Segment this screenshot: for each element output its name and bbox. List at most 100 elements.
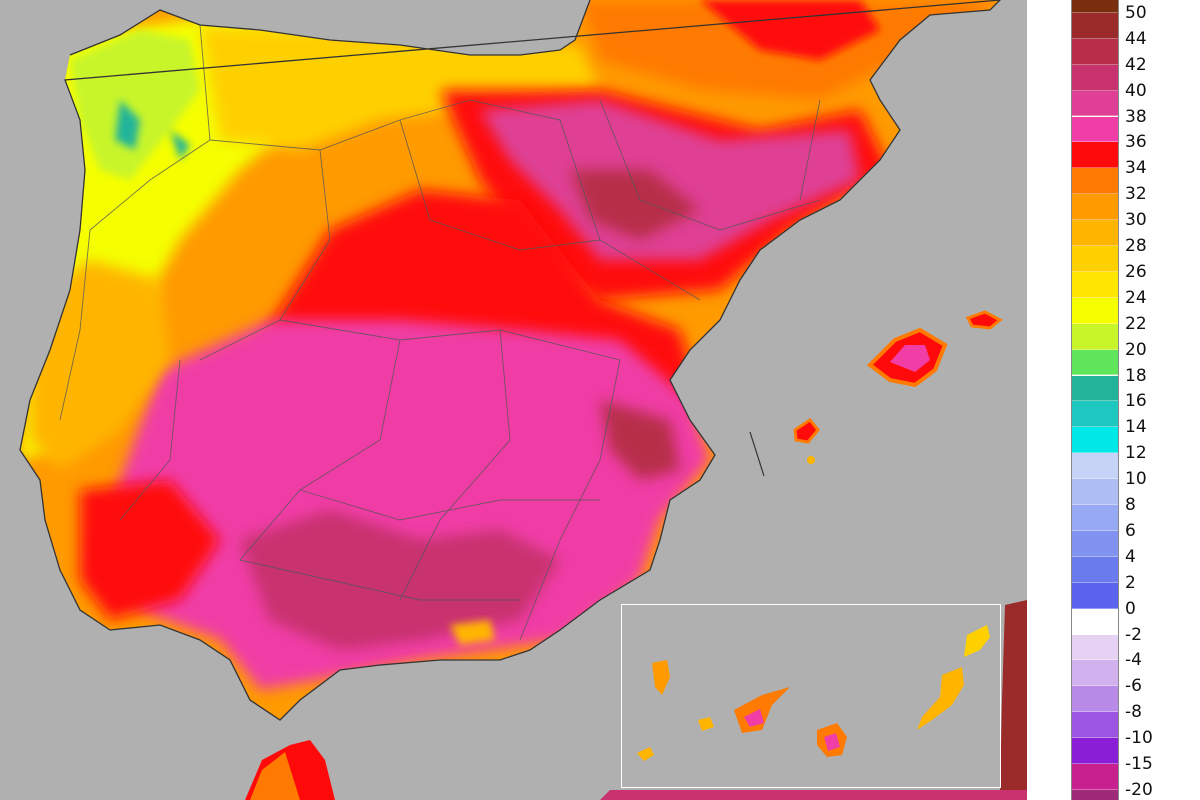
legend-swatch: [1071, 712, 1119, 739]
legend-swatch: [1071, 246, 1119, 272]
legend-swatch: [1071, 116, 1119, 143]
legend-swatch: [1071, 582, 1119, 609]
legend-swatch: [1071, 401, 1119, 428]
legend-label: 4: [1125, 546, 1136, 567]
legend-swatch: [1071, 427, 1119, 454]
legend-swatch: [1071, 90, 1119, 117]
legend-label: 10: [1125, 469, 1147, 490]
legend-swatch: [1071, 375, 1119, 402]
legend-swatch: [1071, 556, 1119, 583]
el-hierro-island: [637, 747, 654, 761]
iberian-peninsula: [19, 0, 1001, 721]
legend-border: [1071, 0, 1119, 800]
canary-islands-svg: [637, 625, 990, 761]
legend-swatch: [1071, 505, 1119, 531]
legend-swatch: [1071, 142, 1119, 169]
menorca-island: [965, 310, 1003, 330]
legend-label: 16: [1125, 391, 1147, 412]
balearic-islands: [793, 310, 1003, 464]
north-belt: [200, 25, 600, 150]
legend-label: 36: [1125, 132, 1147, 153]
legend-label: 32: [1125, 184, 1147, 205]
ebro-dark-core: [570, 170, 700, 240]
legend-label: -6: [1125, 676, 1142, 697]
portugal-orange: [30, 260, 170, 470]
ebro-magenta: [480, 100, 860, 260]
legend-swatch: [1071, 64, 1119, 91]
galicia-cyan-spots: [115, 100, 190, 160]
pyrenees-red: [700, 0, 880, 60]
legend-swatch: [1071, 764, 1119, 790]
legend-swatch: [1071, 220, 1119, 246]
legend-swatch: [1071, 323, 1119, 350]
legend-label: -15: [1125, 754, 1153, 774]
la-gomera-island: [698, 717, 714, 731]
legend-swatch: [1071, 789, 1119, 800]
tenerife-island: [734, 687, 790, 733]
legend-label: 8: [1125, 495, 1136, 515]
bottom-edge-fragment: [600, 790, 1027, 800]
legend-label: -10: [1125, 728, 1153, 749]
legend-swatch: [1071, 0, 1119, 13]
temperature-map: [0, 0, 1027, 800]
legend-label: 24: [1125, 287, 1147, 308]
peninsula-map-svg: [19, 0, 1027, 800]
legend-label: -20: [1125, 779, 1153, 800]
legend-swatch: [1071, 194, 1119, 221]
legend-label: 18: [1125, 365, 1147, 386]
legend-swatch: [1071, 660, 1119, 687]
tenerife-core: [744, 709, 764, 727]
mallorca-core: [890, 345, 930, 372]
ibiza-island: [793, 417, 820, 444]
legend-swatch: [1071, 686, 1119, 713]
legend-label: 2: [1125, 572, 1136, 593]
legend-label: -4: [1125, 650, 1142, 671]
portugal-south-red: [80, 480, 220, 620]
legend-label: 38: [1125, 106, 1147, 127]
legend-swatch: [1071, 349, 1119, 376]
legend-label: -8: [1125, 702, 1142, 723]
legend-swatch: [1071, 453, 1119, 480]
legend-swatch: [1071, 479, 1119, 505]
legend-swatch: [1071, 634, 1119, 661]
legend-label: 40: [1125, 80, 1147, 101]
east-edge-fragment: [1000, 600, 1027, 790]
legend-label: 0: [1125, 598, 1136, 619]
legend-swatch: [1071, 608, 1119, 635]
southern-dark-core: [240, 510, 560, 650]
legend-swatch: [1071, 38, 1119, 65]
legend-swatch: [1071, 738, 1119, 764]
legend-label: 22: [1125, 313, 1147, 334]
formentera-island: [807, 456, 815, 464]
legend-label: 30: [1125, 210, 1147, 231]
peninsula-coastline: [19, 0, 1001, 721]
legend-label: 44: [1125, 28, 1147, 49]
sierra-nevada-orange: [450, 620, 495, 645]
legend-swatch: [1071, 12, 1119, 39]
legend-label: 34: [1125, 158, 1147, 179]
gran-canaria-core: [824, 733, 840, 751]
legend-swatch: [1071, 530, 1119, 557]
fuerteventura-island: [917, 667, 964, 730]
legend-label: 6: [1125, 520, 1136, 541]
legend-label: 20: [1125, 339, 1147, 360]
legend-label: 50: [1125, 2, 1147, 23]
legend-label: 14: [1125, 417, 1147, 438]
province-borders: [59, 24, 821, 641]
legend-swatch: [1071, 271, 1119, 298]
la-palma-island: [652, 660, 670, 695]
legend-swatch: [1071, 168, 1119, 195]
legend-label: 42: [1125, 54, 1147, 75]
galicia-green-zone: [70, 30, 200, 180]
legend-label: 28: [1125, 236, 1147, 256]
legend-label: 26: [1125, 261, 1147, 282]
north-africa-orange: [250, 752, 300, 800]
levante-dark-core: [600, 400, 680, 480]
southern-magenta: [90, 320, 710, 690]
legend-label: 12: [1125, 443, 1147, 464]
temperature-legend: 50 44 42 40 38 36 34 32 30 28 26 24 22 20 18 16 14 12 10 8 6…: [1071, 0, 1200, 800]
lanzarote-island: [964, 625, 990, 657]
offshore-line: [749, 431, 765, 477]
canary-islands-inset: [621, 604, 1001, 788]
legend-swatch: [1071, 297, 1119, 324]
